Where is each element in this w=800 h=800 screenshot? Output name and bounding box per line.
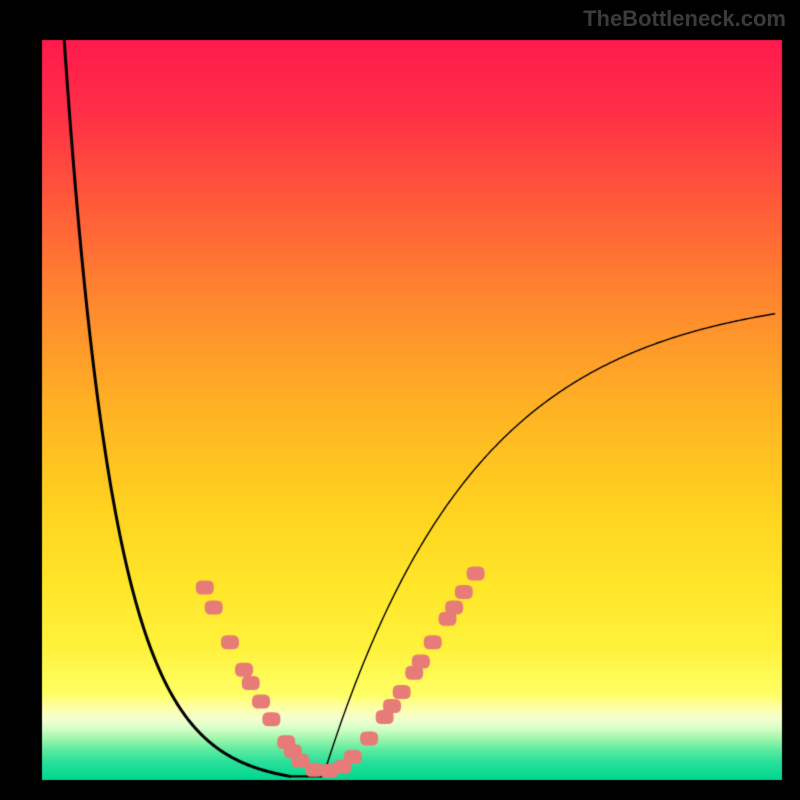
bottleneck-curve-chart [0, 0, 800, 800]
watermark-text: TheBottleneck.com [583, 6, 786, 32]
